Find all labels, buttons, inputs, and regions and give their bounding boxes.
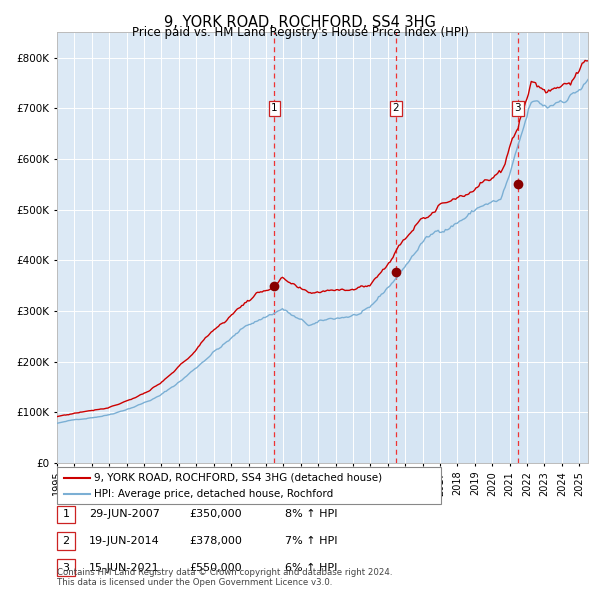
Text: £550,000: £550,000	[189, 563, 242, 572]
Text: 9, YORK ROAD, ROCHFORD, SS4 3HG: 9, YORK ROAD, ROCHFORD, SS4 3HG	[164, 15, 436, 30]
Text: £350,000: £350,000	[189, 510, 242, 519]
Text: HPI: Average price, detached house, Rochford: HPI: Average price, detached house, Roch…	[94, 489, 334, 499]
Text: 9, YORK ROAD, ROCHFORD, SS4 3HG (detached house): 9, YORK ROAD, ROCHFORD, SS4 3HG (detache…	[94, 473, 382, 483]
Text: 2: 2	[62, 536, 70, 546]
Text: 3: 3	[514, 103, 521, 113]
Text: 29-JUN-2007: 29-JUN-2007	[89, 510, 160, 519]
Text: 3: 3	[62, 563, 70, 572]
Text: 1: 1	[62, 510, 70, 519]
Text: Contains HM Land Registry data © Crown copyright and database right 2024.
This d: Contains HM Land Registry data © Crown c…	[57, 568, 392, 587]
Text: Price paid vs. HM Land Registry's House Price Index (HPI): Price paid vs. HM Land Registry's House …	[131, 26, 469, 39]
Text: 8% ↑ HPI: 8% ↑ HPI	[285, 510, 337, 519]
Text: 19-JUN-2014: 19-JUN-2014	[89, 536, 160, 546]
Text: 7% ↑ HPI: 7% ↑ HPI	[285, 536, 337, 546]
Text: 15-JUN-2021: 15-JUN-2021	[89, 563, 160, 572]
Text: 1: 1	[271, 103, 278, 113]
Text: 6% ↑ HPI: 6% ↑ HPI	[285, 563, 337, 572]
Bar	[274, 32, 588, 463]
Text: 2: 2	[392, 103, 399, 113]
Text: £378,000: £378,000	[189, 536, 242, 546]
